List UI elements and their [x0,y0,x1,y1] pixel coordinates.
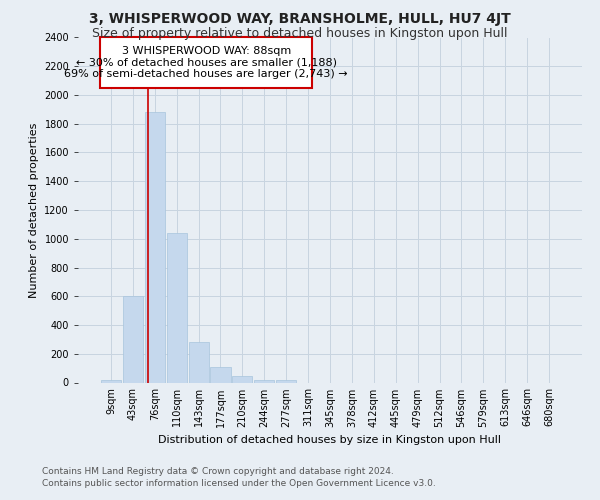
Text: Size of property relative to detached houses in Kingston upon Hull: Size of property relative to detached ho… [92,28,508,40]
FancyBboxPatch shape [100,38,313,88]
Bar [276,380,296,382]
Bar [145,112,165,382]
Bar [101,380,121,382]
Bar [167,233,187,382]
Bar [254,380,274,382]
Text: 3, WHISPERWOOD WAY, BRANSHOLME, HULL, HU7 4JT: 3, WHISPERWOOD WAY, BRANSHOLME, HULL, HU… [89,12,511,26]
Bar [211,366,230,382]
Text: 3 WHISPERWOOD WAY: 88sqm
← 30% of detached houses are smaller (1,188)
69% of sem: 3 WHISPERWOOD WAY: 88sqm ← 30% of detach… [64,46,348,80]
Text: Contains HM Land Registry data © Crown copyright and database right 2024.
Contai: Contains HM Land Registry data © Crown c… [42,466,436,487]
X-axis label: Distribution of detached houses by size in Kingston upon Hull: Distribution of detached houses by size … [158,435,502,445]
Bar [123,296,143,382]
Bar [232,376,253,382]
Y-axis label: Number of detached properties: Number of detached properties [29,122,38,298]
Bar [188,342,209,382]
